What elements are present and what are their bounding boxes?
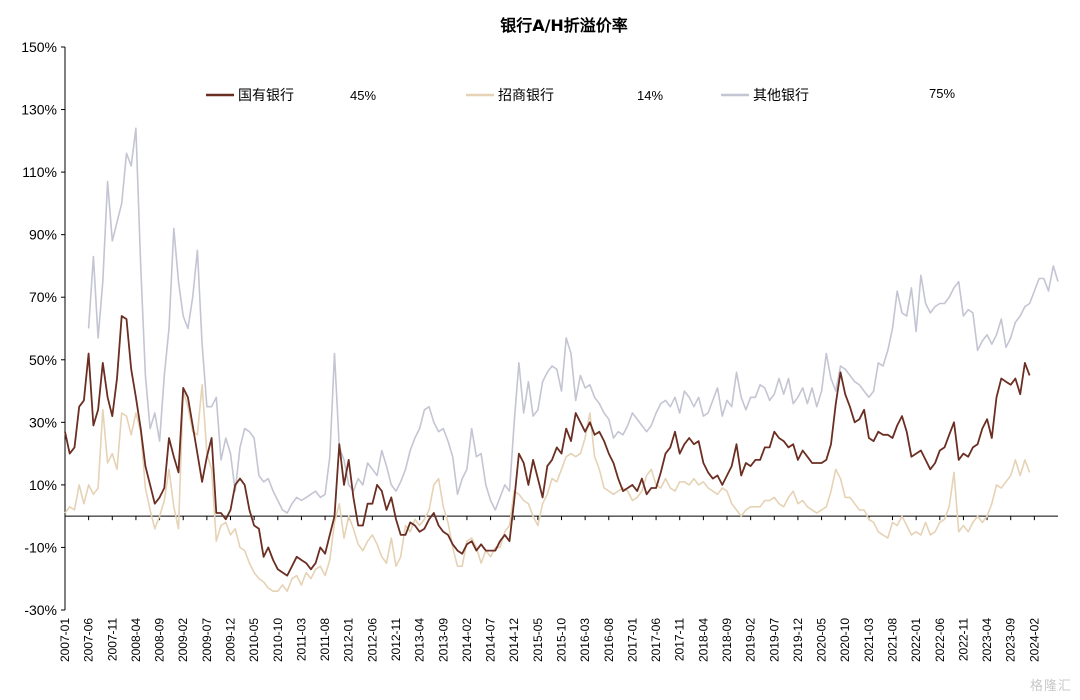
series-line-state-banks [64, 315, 1031, 577]
x-tick-label: 2021-08 [886, 618, 900, 662]
x-tick-label: 2023-04 [980, 618, 994, 662]
legend: 国有银行 45% 招商银行 14% 其他银行 75% [206, 86, 955, 104]
series-line-cmb [64, 384, 1031, 592]
y-tick-label: 150% [21, 39, 57, 55]
legend-value-state-banks: 45% [350, 88, 376, 103]
y-tick-label: 70% [29, 289, 57, 305]
legend-label-other-banks: 其他银行 [753, 88, 809, 104]
x-tick-label: 2011-08 [318, 618, 332, 661]
x-tick-label: 2014-07 [484, 618, 498, 662]
x-tick-label: 2018-09 [720, 618, 734, 662]
x-tick-label: 2013-04 [413, 618, 427, 662]
legend-item-state-banks: 国有银行 45% [206, 88, 376, 104]
x-tick-label: 2007-06 [82, 618, 96, 662]
legend-label-state-banks: 国有银行 [238, 88, 294, 104]
x-tick-label: 2012-06 [365, 618, 379, 662]
x-tick-label: 2022-11 [956, 618, 970, 661]
x-tick-label: 2024-02 [1027, 618, 1041, 662]
x-axis: 2007-01 2007-06 2007-11 2008-04 2008-09 2009-… [58, 515, 1058, 662]
x-tick-label: 2017-11 [673, 618, 687, 661]
x-tick-label: 2021-03 [862, 618, 876, 662]
x-tick-label: 2018-04 [696, 618, 710, 662]
x-tick-label: 2020-10 [838, 618, 852, 662]
watermark-logo: 格隆汇 [1029, 679, 1072, 694]
x-tick-label: 2007-11 [105, 618, 119, 661]
legend-item-cmb: 招商银行 14% [466, 88, 663, 104]
x-tick-label: 2009-07 [200, 618, 214, 662]
y-tick-label: 130% [21, 102, 57, 118]
x-tick-label: 2020-05 [815, 618, 829, 662]
y-tick-label: 10% [29, 477, 57, 493]
y-tick-label: 90% [29, 227, 57, 243]
legend-value-cmb: 14% [637, 88, 663, 103]
y-tick-label: -30% [24, 602, 57, 618]
x-tick-label: 2023-09 [1004, 618, 1018, 662]
legend-label-cmb: 招商银行 [498, 88, 554, 104]
series-lines [64, 127, 1059, 592]
x-tick-label: 2015-10 [555, 618, 569, 662]
x-tick-label: 2019-12 [791, 618, 805, 662]
x-tick-label: 2010-05 [247, 618, 261, 662]
x-tick-label: 2019-02 [744, 618, 758, 662]
x-tick-label: 2007-01 [58, 618, 72, 662]
legend-value-other-banks: 75% [929, 86, 955, 101]
y-tick-label: 50% [29, 352, 57, 368]
x-tick-label: 2010-10 [271, 618, 285, 662]
x-tick-label: 2014-12 [507, 618, 521, 662]
y-axis: -30% -10% 10% 30% 50% 70% 90% 110% 130% 150% [21, 39, 66, 618]
x-tick-label: 2012-01 [342, 618, 356, 662]
x-tick-label: 2022-06 [933, 618, 947, 662]
chart-title: 银行A/H折溢价率 [500, 16, 628, 35]
y-tick-label: 110% [22, 164, 57, 180]
x-tick-label: 2009-02 [176, 618, 190, 662]
x-tick-label: 2009-12 [224, 618, 238, 662]
x-tick-label: 2017-06 [649, 618, 663, 662]
x-tick-label: 2013-09 [436, 618, 450, 662]
x-tick-label: 2012-11 [389, 618, 403, 661]
x-tick-label: 2019-07 [767, 618, 781, 662]
x-tick-label: 2016-08 [602, 618, 616, 662]
x-tick-label: 2008-04 [129, 618, 143, 662]
legend-item-other-banks: 其他银行 75% [721, 86, 955, 104]
x-tick-label: 2015-05 [531, 618, 545, 662]
y-tick-label: -10% [24, 539, 57, 555]
x-tick-label: 2022-01 [909, 618, 923, 662]
x-tick-label: 2014-02 [460, 618, 474, 662]
x-tick-label: 2016-03 [578, 618, 592, 662]
x-tick-label: 2011-03 [294, 618, 308, 661]
y-tick-label: 30% [29, 414, 57, 430]
x-tick-label: 2008-09 [153, 618, 167, 662]
series-line-other-banks [87, 127, 1059, 514]
x-tick-label: 2017-01 [625, 618, 639, 662]
